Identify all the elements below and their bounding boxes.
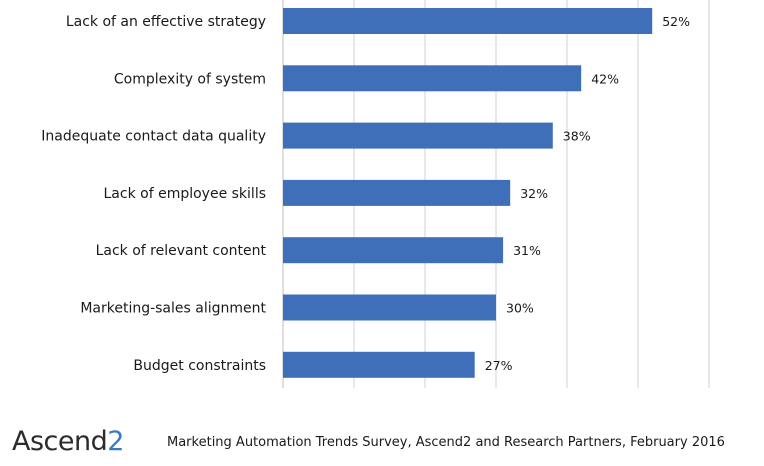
bar xyxy=(283,237,504,264)
bar xyxy=(283,65,582,92)
value-label: 52% xyxy=(662,14,690,29)
ascend2-logo: Ascend2 xyxy=(12,426,124,457)
category-label: Budget constraints xyxy=(133,358,266,374)
value-label: 30% xyxy=(506,301,534,316)
bar xyxy=(283,8,653,34)
category-label: Lack of employee skills xyxy=(104,186,267,202)
bar-chart: Lack of an effective strategy 52% Complexi… xyxy=(41,0,710,388)
category-label: Inadequate contact data quality xyxy=(41,129,266,145)
category-label: Lack of relevant content xyxy=(96,243,267,259)
bar xyxy=(283,122,553,149)
bar xyxy=(283,179,511,206)
value-label: 38% xyxy=(563,129,591,144)
category-label: Lack of an effective strategy xyxy=(66,14,266,30)
source-caption: Marketing Automation Trends Survey, Asce… xyxy=(167,435,725,450)
footer: Ascend2 Marketing Automation Trends Surv… xyxy=(0,420,764,466)
category-label: Complexity of system xyxy=(114,71,266,87)
bar xyxy=(283,351,475,378)
value-label: 27% xyxy=(485,358,513,373)
bar xyxy=(283,294,496,321)
value-label: 32% xyxy=(520,186,548,201)
logo-text: Ascend xyxy=(12,426,108,457)
value-label: 42% xyxy=(591,71,619,86)
logo-accent: 2 xyxy=(107,426,124,457)
value-label: 31% xyxy=(513,243,541,258)
category-label: Marketing-sales alignment xyxy=(80,301,266,317)
